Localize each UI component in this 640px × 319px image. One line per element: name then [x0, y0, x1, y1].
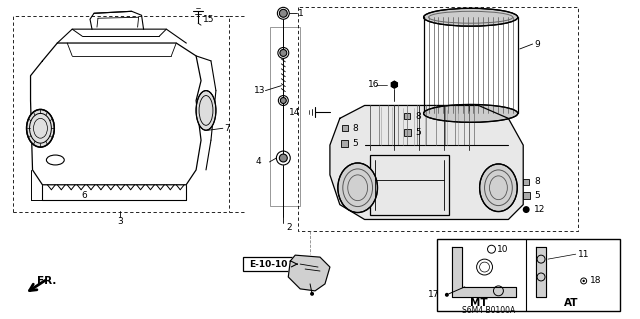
Polygon shape — [536, 247, 546, 297]
Text: 9: 9 — [534, 40, 540, 48]
Text: FR.: FR. — [38, 276, 57, 286]
Text: 8: 8 — [534, 177, 540, 186]
Bar — [524, 179, 529, 185]
Circle shape — [310, 292, 314, 296]
Text: 12: 12 — [534, 205, 545, 214]
Bar — [243, 257, 294, 271]
Bar — [404, 129, 411, 136]
Text: 13: 13 — [253, 86, 265, 95]
Text: S6M4 B0100A: S6M4 B0100A — [462, 306, 515, 315]
Circle shape — [280, 49, 287, 56]
Ellipse shape — [27, 109, 54, 147]
Ellipse shape — [424, 8, 518, 26]
Ellipse shape — [196, 91, 216, 130]
Text: 8: 8 — [415, 112, 421, 121]
Ellipse shape — [479, 164, 517, 211]
Circle shape — [280, 98, 286, 103]
Ellipse shape — [424, 105, 518, 122]
Bar — [437, 239, 620, 311]
Text: 7: 7 — [224, 124, 230, 133]
Text: 3: 3 — [117, 217, 123, 226]
Text: AT: AT — [564, 298, 578, 308]
Ellipse shape — [338, 163, 378, 212]
Text: 5: 5 — [353, 139, 358, 148]
Polygon shape — [288, 255, 330, 291]
Bar — [404, 114, 410, 119]
Bar — [342, 125, 348, 131]
Circle shape — [582, 280, 585, 282]
Text: 1: 1 — [298, 9, 304, 18]
Text: 16: 16 — [368, 80, 380, 89]
Text: 18: 18 — [589, 277, 601, 286]
Text: 2: 2 — [286, 223, 292, 233]
Text: 5: 5 — [534, 191, 540, 200]
Polygon shape — [452, 247, 516, 297]
Circle shape — [279, 154, 287, 162]
Text: 14: 14 — [289, 108, 300, 117]
Bar — [523, 192, 530, 199]
Text: 15: 15 — [203, 15, 214, 24]
Text: 6: 6 — [81, 191, 87, 200]
Text: 5: 5 — [415, 128, 421, 137]
Bar — [271, 27, 300, 205]
Text: E-10-10: E-10-10 — [249, 260, 287, 269]
Text: 11: 11 — [578, 250, 589, 259]
Bar — [341, 140, 348, 147]
Text: MT: MT — [470, 298, 488, 308]
Circle shape — [445, 293, 449, 297]
Polygon shape — [330, 106, 524, 219]
Circle shape — [279, 9, 287, 17]
Circle shape — [523, 206, 530, 213]
Polygon shape — [391, 81, 397, 88]
Bar — [369, 155, 449, 214]
Text: 10: 10 — [497, 245, 509, 254]
Text: 17: 17 — [428, 290, 439, 299]
Text: 8: 8 — [353, 124, 358, 133]
Text: 4: 4 — [255, 158, 261, 167]
